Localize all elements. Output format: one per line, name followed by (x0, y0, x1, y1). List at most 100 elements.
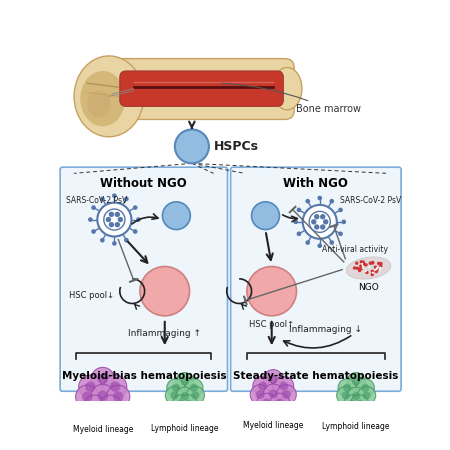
Text: HSPCs: HSPCs (214, 140, 259, 153)
Circle shape (274, 376, 294, 396)
Text: Inflammaging ↓: Inflammaging ↓ (289, 325, 362, 334)
Text: SARS-CoV-2 PsV: SARS-CoV-2 PsV (66, 196, 128, 205)
Circle shape (250, 385, 270, 405)
Circle shape (364, 263, 368, 266)
Circle shape (329, 199, 334, 203)
Circle shape (293, 220, 298, 224)
Circle shape (136, 217, 141, 222)
Circle shape (317, 196, 322, 200)
Circle shape (379, 269, 381, 270)
Circle shape (297, 207, 301, 212)
Circle shape (97, 202, 131, 237)
Ellipse shape (167, 375, 203, 410)
Ellipse shape (253, 374, 294, 412)
Circle shape (277, 385, 296, 405)
Circle shape (91, 205, 96, 210)
Circle shape (91, 229, 96, 234)
Circle shape (375, 268, 379, 271)
Circle shape (347, 373, 365, 391)
Circle shape (362, 265, 364, 267)
Circle shape (329, 240, 334, 245)
Circle shape (363, 263, 366, 266)
Circle shape (356, 379, 374, 397)
Circle shape (167, 379, 185, 397)
Circle shape (338, 231, 343, 236)
Circle shape (100, 197, 105, 201)
Circle shape (337, 387, 355, 405)
Circle shape (372, 272, 374, 274)
Circle shape (356, 266, 359, 270)
FancyArrowPatch shape (284, 336, 351, 348)
Circle shape (258, 382, 267, 391)
Circle shape (253, 376, 273, 396)
Circle shape (365, 270, 367, 272)
Circle shape (361, 384, 369, 392)
Circle shape (361, 263, 363, 265)
Circle shape (104, 209, 125, 230)
Text: Inflammaging ↑: Inflammaging ↑ (128, 329, 201, 338)
Circle shape (360, 267, 363, 270)
Circle shape (275, 399, 284, 407)
Circle shape (172, 395, 190, 413)
Circle shape (379, 262, 382, 266)
Circle shape (91, 367, 114, 391)
Circle shape (353, 266, 356, 270)
Circle shape (349, 400, 357, 408)
Circle shape (90, 401, 100, 412)
Circle shape (185, 379, 203, 397)
Circle shape (376, 268, 378, 270)
Circle shape (303, 205, 337, 239)
Circle shape (279, 382, 288, 391)
Circle shape (83, 395, 107, 418)
Circle shape (176, 373, 194, 391)
Circle shape (374, 270, 378, 273)
Circle shape (365, 271, 369, 274)
Circle shape (358, 269, 361, 272)
Circle shape (320, 214, 325, 220)
Circle shape (297, 231, 301, 236)
Circle shape (371, 270, 374, 273)
Text: HSC pool↓: HSC pool↓ (69, 291, 114, 300)
Ellipse shape (79, 372, 127, 417)
Circle shape (359, 267, 362, 270)
Circle shape (317, 243, 322, 248)
Circle shape (351, 395, 369, 413)
Text: Myeloid lineage: Myeloid lineage (72, 425, 133, 434)
Circle shape (314, 224, 319, 230)
Text: Lymphoid lineage: Lymphoid lineage (151, 423, 219, 432)
Circle shape (338, 379, 356, 397)
Circle shape (104, 375, 127, 398)
Circle shape (352, 392, 360, 400)
Circle shape (362, 267, 364, 269)
Circle shape (186, 387, 204, 405)
Circle shape (379, 264, 382, 268)
Circle shape (379, 267, 382, 269)
Circle shape (257, 393, 277, 413)
Circle shape (360, 267, 363, 270)
Circle shape (343, 384, 351, 392)
Circle shape (107, 385, 130, 408)
Circle shape (177, 400, 185, 408)
Circle shape (172, 384, 180, 392)
Circle shape (252, 202, 279, 230)
Text: Myeloid lineage: Myeloid lineage (243, 420, 303, 429)
Circle shape (256, 390, 265, 399)
Circle shape (352, 378, 360, 386)
Circle shape (355, 261, 359, 265)
Circle shape (100, 238, 105, 243)
Circle shape (270, 393, 290, 413)
Circle shape (181, 392, 189, 400)
Circle shape (85, 382, 95, 392)
Circle shape (370, 273, 374, 276)
Text: Myeloid-bias hematopoiesis: Myeloid-bias hematopoiesis (62, 371, 226, 381)
Circle shape (184, 400, 193, 408)
Circle shape (374, 266, 377, 269)
Circle shape (306, 199, 310, 203)
Circle shape (356, 400, 364, 408)
Circle shape (247, 266, 297, 316)
Circle shape (175, 130, 209, 163)
Circle shape (371, 261, 374, 265)
Circle shape (162, 202, 190, 230)
Circle shape (117, 217, 123, 222)
Circle shape (176, 387, 194, 405)
